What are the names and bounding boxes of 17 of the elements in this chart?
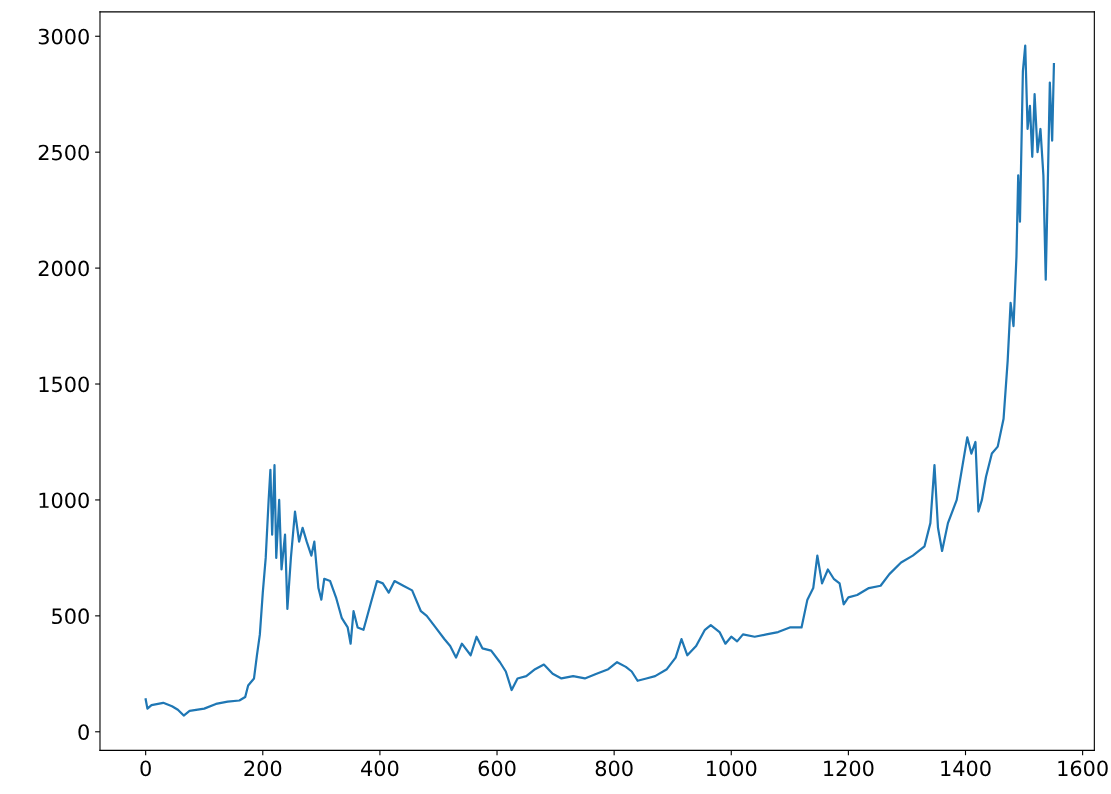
x-tick-label: 600 xyxy=(478,760,516,777)
y-tick-label: 500 xyxy=(52,608,89,625)
x-tick-label: 1200 xyxy=(824,760,874,777)
x-tick-label: 800 xyxy=(595,760,633,777)
y-tick-label: 3000 xyxy=(38,28,89,45)
x-tick-label: 0 xyxy=(140,760,151,777)
y-tick-label: 2000 xyxy=(38,260,89,277)
x-tick-label: 1400 xyxy=(941,760,991,777)
y-tick-label: 0 xyxy=(78,724,89,740)
y-tick-label: 1000 xyxy=(39,492,89,509)
x-tick-label: 1600 xyxy=(1058,760,1108,777)
x-tick-label: 200 xyxy=(244,760,282,777)
y-tick-label: 1500 xyxy=(39,376,89,393)
line-series xyxy=(144,44,1056,717)
x-tick-label: 1000 xyxy=(707,760,757,777)
y-tick-label: 2500 xyxy=(38,144,89,161)
x-tick-label: 400 xyxy=(361,760,399,777)
